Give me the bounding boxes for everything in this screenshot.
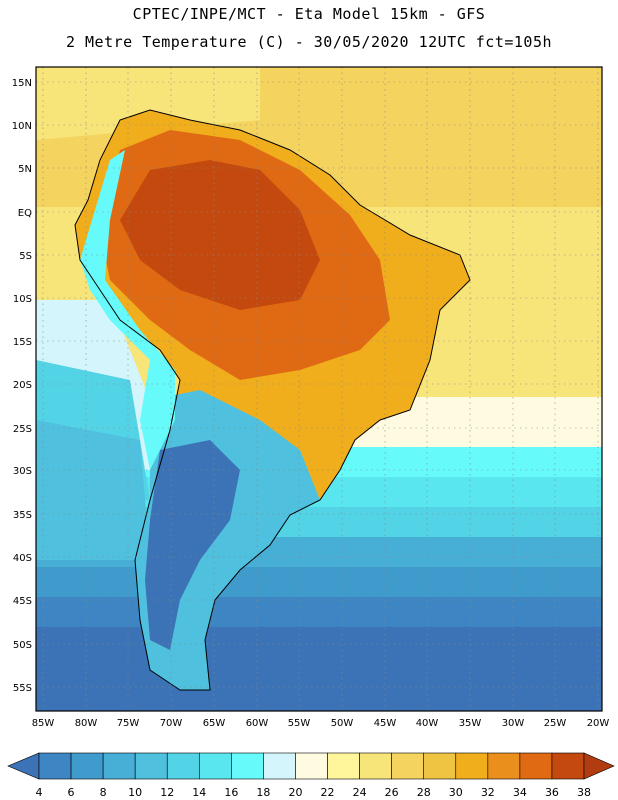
colorbar-swatch	[359, 752, 392, 780]
colorbar-label: 14	[192, 786, 206, 799]
lat-tick-label: EQ	[18, 208, 32, 219]
colorbar-label: 6	[68, 786, 75, 799]
colorbar-swatch	[519, 752, 553, 780]
colorbar-label: 24	[353, 786, 367, 799]
lat-tick-label: 20S	[13, 380, 32, 391]
colorbar-arrow-left	[7, 752, 40, 780]
lat-tick-label: 5N	[18, 164, 32, 175]
colorbar-swatch	[551, 752, 585, 780]
lon-tick-label: 70W	[160, 718, 183, 729]
lat-tick-label: 5S	[19, 251, 32, 262]
map-title-line-1: CPTEC/INPE/MCT - Eta Model 15km - GFS	[132, 5, 486, 23]
lat-tick-label: 50S	[13, 640, 32, 651]
colorbar-swatch	[38, 752, 72, 780]
colorbar-swatch	[70, 752, 104, 780]
lon-tick-label: 50W	[331, 718, 354, 729]
lat-tick-label: 25S	[13, 424, 32, 435]
colorbar-swatch	[327, 752, 360, 780]
colorbar-swatch	[295, 752, 328, 780]
lon-tick-label: 40W	[416, 718, 439, 729]
lon-tick-label: 85W	[32, 718, 55, 729]
lon-tick-label: 25W	[544, 718, 567, 729]
colorbar-swatch	[166, 752, 200, 780]
colorbar-label: 12	[160, 786, 174, 799]
lon-tick-label: 80W	[75, 718, 98, 729]
lat-tick-label: 15S	[13, 337, 32, 348]
lon-tick-label: 75W	[117, 718, 140, 729]
lat-tick-label: 40S	[13, 553, 32, 564]
lon-tick-label: 35W	[459, 718, 482, 729]
colorbar-label: 26	[385, 786, 399, 799]
lat-tick-label: 35S	[13, 510, 32, 521]
colorbar-label: 10	[128, 786, 142, 799]
colorbar-swatch	[134, 752, 168, 780]
lat-tick-label: 15N	[12, 78, 32, 89]
lon-tick-label: 30W	[502, 718, 525, 729]
lat-tick-label: 45S	[13, 596, 32, 607]
colorbar-swatch	[102, 752, 136, 780]
map-frame	[35, 66, 603, 712]
lon-tick-label: 65W	[203, 718, 226, 729]
colorbar-label: 20	[288, 786, 302, 799]
colorbar-arrow-right	[583, 752, 615, 780]
colorbar-swatch	[391, 752, 425, 780]
map-title-line-2: 2 Metre Temperature (C) - 30/05/2020 12U…	[65, 33, 553, 51]
colorbar-label: 18	[256, 786, 270, 799]
colorbar-label: 32	[481, 786, 495, 799]
colorbar-label: 30	[449, 786, 463, 799]
colorbar-label: 36	[545, 786, 559, 799]
lon-tick-label: 60W	[246, 718, 269, 729]
lat-tick-label: 55S	[13, 683, 32, 694]
colorbar-label: 28	[417, 786, 431, 799]
colorbar-label: 8	[100, 786, 107, 799]
lat-tick-label: 10S	[13, 294, 32, 305]
colorbar-swatch	[487, 752, 521, 780]
colorbar-swatch	[198, 752, 232, 780]
lat-tick-label: 30S	[13, 466, 32, 477]
colorbar-label: 16	[224, 786, 238, 799]
colorbar-label: 4	[36, 786, 43, 799]
colorbar-swatch	[231, 752, 264, 780]
colorbar-swatch	[263, 752, 296, 780]
colorbar-label: 38	[577, 786, 591, 799]
colorbar-label: 22	[321, 786, 335, 799]
map-field	[36, 67, 602, 711]
lon-tick-label: 45W	[374, 718, 397, 729]
colorbar-swatch	[423, 752, 457, 780]
lat-tick-label: 10N	[12, 121, 32, 132]
colorbar	[7, 752, 615, 780]
colorbar-swatch	[455, 752, 489, 780]
lon-tick-label: 55W	[288, 718, 311, 729]
colorbar-label: 34	[513, 786, 527, 799]
lon-tick-label: 20W	[587, 718, 610, 729]
